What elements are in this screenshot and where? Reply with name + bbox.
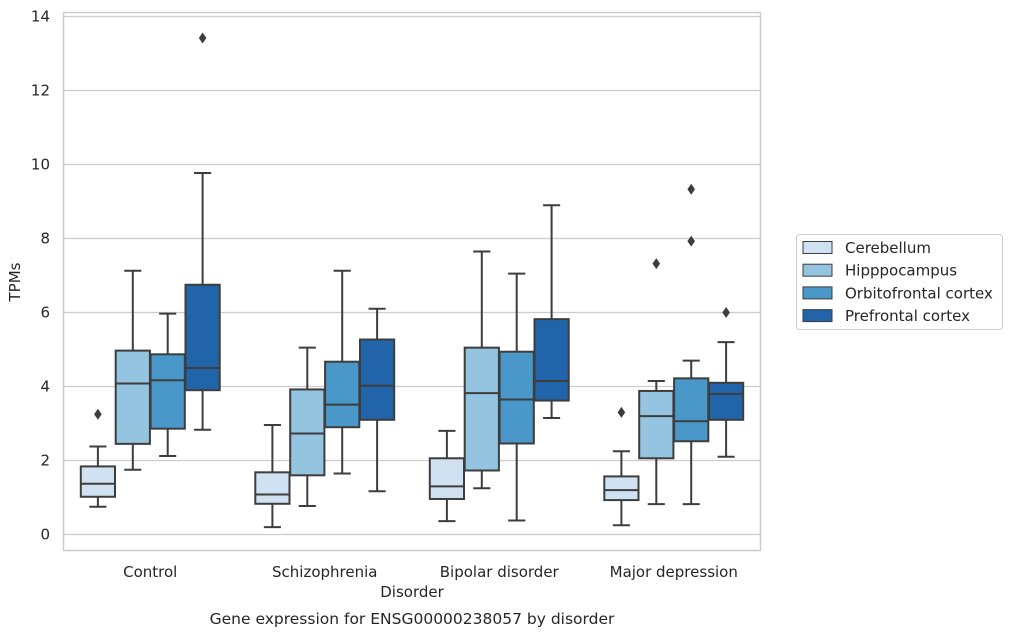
x-tick-label: Control (123, 563, 177, 581)
box-iqr (254, 471, 291, 505)
box-orbitofrontal-cortex (498, 272, 535, 522)
legend-swatch (802, 241, 833, 254)
x-tick-label: Major depression (610, 563, 738, 581)
box-cerebellum (79, 408, 117, 508)
y-axis-ticks: 0 2 4 6 8 10 12 14 (31, 8, 50, 544)
legend-label: Cerebellum (845, 239, 931, 257)
y-tick-label: 2 (40, 452, 50, 470)
box-iqr (463, 346, 500, 472)
box-cerebellum (254, 423, 291, 529)
box-cerebellum (428, 429, 466, 523)
legend-swatch (802, 263, 833, 277)
plot-frame (62, 11, 762, 552)
box-hipppocampus (638, 258, 675, 506)
y-axis-label: TPMs (6, 262, 24, 302)
legend-swatch (802, 309, 833, 323)
legend-swatch (802, 286, 833, 300)
x-tick-label: Bipolar disorder (440, 563, 560, 581)
box-iqr (498, 350, 535, 445)
box-iqr (707, 381, 745, 421)
y-tick-label: 12 (31, 82, 50, 100)
box-iqr (149, 353, 186, 430)
y-tick-label: 14 (31, 8, 50, 26)
y-tick-label: 4 (40, 378, 50, 396)
x-tick-label: Schizophrenia (272, 563, 377, 581)
box-prefrontal-cortex (707, 307, 745, 458)
legend-label: Orbitofrontal cortex (845, 284, 993, 302)
box-iqr (673, 377, 710, 443)
box-iqr (114, 349, 151, 445)
outlier-point (617, 406, 626, 418)
legend: Cerebellum Hipppocampus Orbitofrontal cort… (796, 234, 1003, 330)
y-tick-label: 0 (40, 526, 50, 544)
box-groups (79, 32, 745, 529)
box-iqr (358, 338, 396, 421)
y-tick-label: 6 (40, 304, 50, 322)
box-prefrontal-cortex (358, 307, 396, 493)
outlier-point (94, 408, 102, 420)
outlier-point (687, 183, 695, 195)
x-axis-label: Disorder (380, 583, 444, 601)
box-iqr (428, 457, 466, 500)
outlier-point (687, 235, 695, 247)
x-axis-ticks: Control Schizophrenia Bipolar disorder Majo… (123, 563, 738, 581)
box-hipppocampus (463, 250, 500, 490)
y-tick-label: 8 (40, 230, 50, 248)
box-iqr (533, 318, 570, 402)
outlier-point (722, 307, 730, 318)
box-iqr (289, 388, 326, 477)
box-iqr (638, 389, 675, 460)
chart-caption: Gene expression for ENSG00000238057 by d… (210, 610, 615, 628)
box-prefrontal-cortex (184, 32, 221, 431)
box-iqr (79, 465, 117, 498)
box-iqr (603, 475, 640, 502)
box-orbitofrontal-cortex (149, 312, 186, 458)
legend-label: Prefrontal cortex (845, 307, 970, 325)
legend-label: Hipppocampus (845, 262, 957, 280)
box-hipppocampus (289, 346, 326, 508)
legend-frame (796, 234, 1003, 330)
box-hipppocampus (114, 269, 151, 471)
box-orbitofrontal-cortex (673, 183, 710, 506)
outlier-point (652, 258, 661, 270)
y-tick-label: 10 (31, 156, 50, 174)
box-iqr (324, 360, 361, 429)
box-cerebellum (603, 406, 640, 527)
box-iqr (184, 283, 221, 392)
outlier-point (198, 32, 207, 44)
box-prefrontal-cortex (533, 204, 570, 419)
box-orbitofrontal-cortex (324, 269, 361, 475)
